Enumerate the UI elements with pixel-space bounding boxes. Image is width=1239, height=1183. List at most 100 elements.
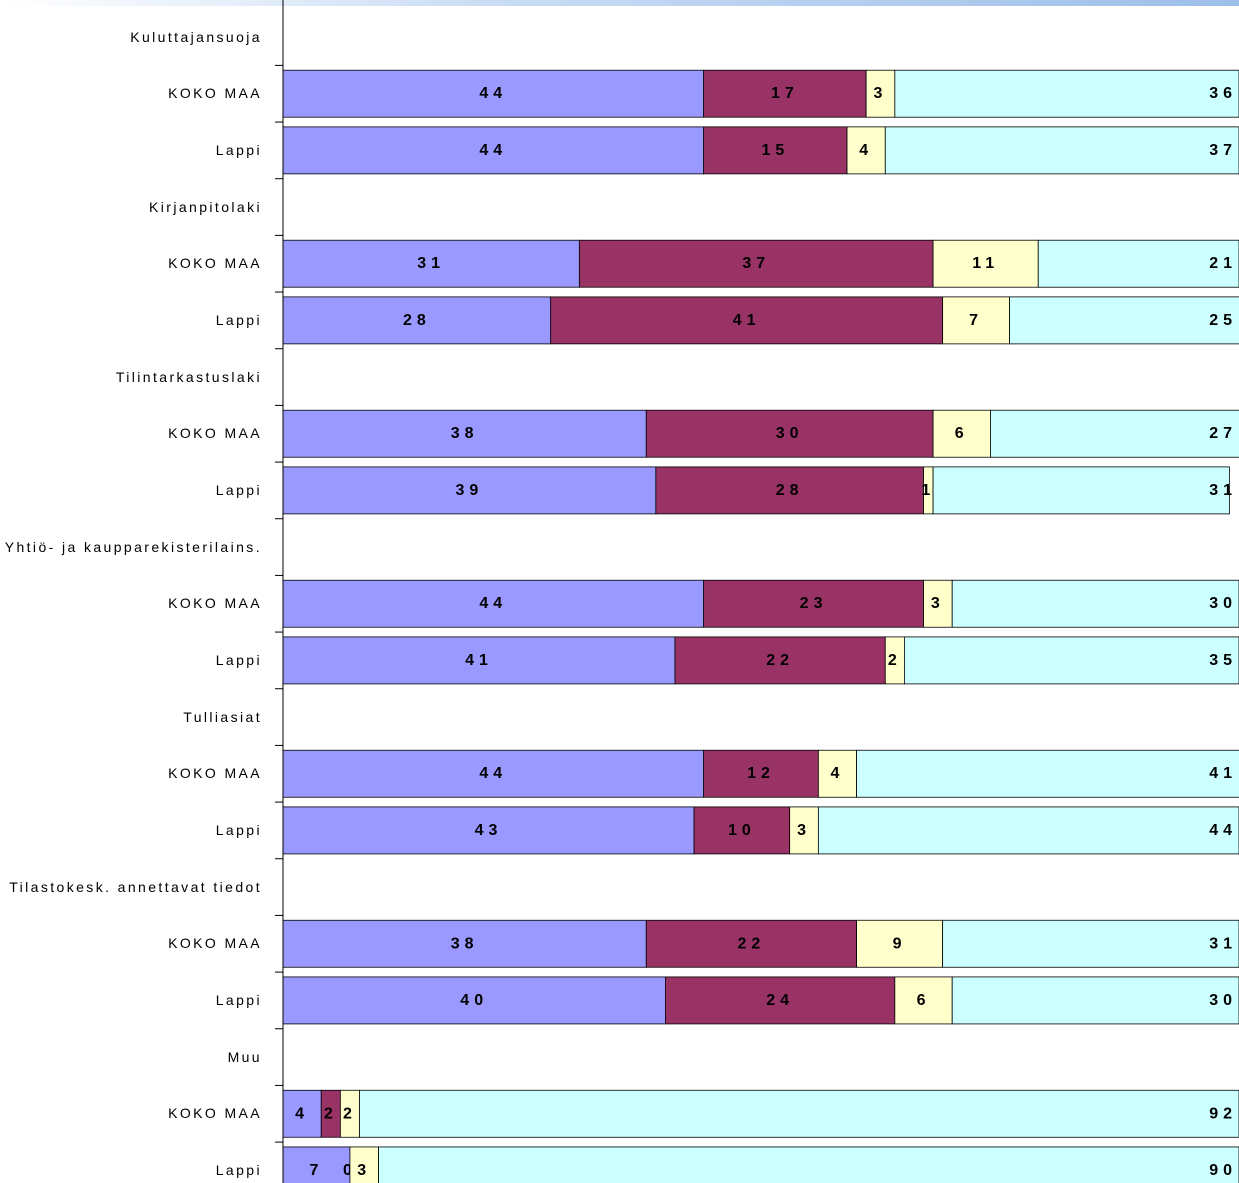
- data-label: 2: [343, 1105, 357, 1122]
- bar-segment: [282, 976, 666, 1025]
- data-label: 2: [324, 1105, 338, 1122]
- category-label: Lappi: [215, 482, 262, 499]
- data-label: 31: [1209, 935, 1237, 952]
- bar-segment: [282, 466, 657, 515]
- bar-segment: [865, 69, 896, 118]
- bar-segment: [1009, 296, 1239, 345]
- data-label: 25: [1209, 312, 1237, 329]
- data-label: 28: [776, 482, 804, 499]
- data-label: 35: [1209, 652, 1237, 669]
- data-label: 22: [738, 935, 766, 952]
- data-label: 21: [1209, 255, 1237, 272]
- category-label: KOKO MAA: [168, 85, 262, 102]
- data-label: 39: [456, 482, 484, 499]
- category-label-box: KOKO MAA: [0, 915, 262, 971]
- category-label: Tilintarkastuslaki: [115, 368, 262, 385]
- bar-segment: [856, 919, 944, 968]
- data-label: 44: [1209, 822, 1237, 839]
- bar-segment: [703, 126, 848, 175]
- bar-segment: [923, 579, 953, 628]
- data-label: 17: [771, 85, 799, 102]
- bar-segment: [789, 806, 819, 855]
- bar-segment: [578, 239, 934, 288]
- category-label: Lappi: [215, 992, 262, 1009]
- category-label: KOKO MAA: [168, 935, 262, 952]
- category-label: KOKO MAA: [168, 595, 262, 612]
- category-label-box: Kuluttajansuoja: [0, 9, 262, 65]
- data-label: 3: [931, 595, 945, 612]
- data-label: 36: [1209, 85, 1237, 102]
- category-label-box: KOKO MAA: [0, 235, 262, 291]
- category-label: KOKO MAA: [168, 765, 262, 782]
- data-label: 28: [403, 312, 431, 329]
- category-label: Lappi: [215, 652, 262, 669]
- data-label: 44: [479, 142, 507, 159]
- data-label: 40: [460, 992, 488, 1009]
- data-label: 9: [893, 935, 907, 952]
- bar-segment: [951, 976, 1239, 1025]
- category-label-box: Lappi: [0, 632, 262, 688]
- bar-segment: [359, 1089, 1239, 1138]
- category-label: Lappi: [215, 142, 262, 159]
- bar-segment: [932, 409, 991, 458]
- category-label: Lappi: [215, 1162, 262, 1179]
- category-label-box: Muu: [0, 1029, 262, 1085]
- category-label: Tulliasiat: [183, 708, 262, 725]
- category-label-box: Lappi: [0, 462, 262, 518]
- data-label: 44: [479, 595, 507, 612]
- data-label: 41: [1209, 765, 1237, 782]
- data-label: 15: [761, 142, 789, 159]
- data-label: 0: [343, 1162, 357, 1179]
- category-label: Yhtiö- ja kaupparekisterilains.: [4, 538, 262, 555]
- data-label: 30: [1209, 992, 1237, 1009]
- bar-segment: [665, 976, 896, 1025]
- bar-segment: [932, 466, 1230, 515]
- data-label: 4: [831, 765, 845, 782]
- data-label: 12: [747, 765, 775, 782]
- category-label-box: KOKO MAA: [0, 405, 262, 461]
- data-label: 3: [797, 822, 811, 839]
- category-label-box: KOKO MAA: [0, 745, 262, 801]
- bar-segment: [951, 579, 1239, 628]
- category-label-box: KOKO MAA: [0, 575, 262, 631]
- category-label-box: Yhtiö- ja kaupparekisterilains.: [0, 519, 262, 575]
- category-label-box: Lappi: [0, 972, 262, 1028]
- bar-segment: [550, 296, 944, 345]
- data-label: 31: [1209, 482, 1237, 499]
- bar-segment: [1037, 239, 1239, 288]
- bar-segment: [942, 296, 1010, 345]
- category-label-box: Kirjanpitolaki: [0, 179, 262, 235]
- category-label-box: KOKO MAA: [0, 65, 262, 121]
- data-label: 2: [888, 652, 902, 669]
- data-label: 43: [475, 822, 503, 839]
- category-label: KOKO MAA: [168, 1105, 262, 1122]
- data-label: 7: [969, 312, 983, 329]
- category-label-box: Lappi: [0, 122, 262, 178]
- bar-segment: [282, 749, 705, 798]
- bar-segment: [846, 126, 886, 175]
- category-label-box: Lappi: [0, 292, 262, 348]
- bar-segment: [282, 636, 676, 685]
- data-label: 24: [766, 992, 794, 1009]
- bar-segment: [282, 806, 695, 855]
- data-label: 37: [1209, 142, 1237, 159]
- bar-segment: [378, 1146, 1239, 1183]
- category-label: Muu: [227, 1048, 262, 1065]
- data-label: 27: [1209, 425, 1237, 442]
- data-label: 30: [776, 425, 804, 442]
- data-label: 22: [766, 652, 794, 669]
- category-label-box: Lappi: [0, 1142, 262, 1183]
- bar-segment: [282, 239, 580, 288]
- category-label-box: Tilintarkastuslaki: [0, 349, 262, 405]
- category-label-box: Tulliasiat: [0, 689, 262, 745]
- data-label: 7: [310, 1162, 324, 1179]
- data-label: 41: [465, 652, 493, 669]
- data-label: 37: [742, 255, 770, 272]
- data-label: 92: [1209, 1105, 1237, 1122]
- data-label: 4: [295, 1105, 309, 1122]
- bar-segment: [703, 749, 819, 798]
- data-label: 41: [733, 312, 761, 329]
- data-label: 6: [917, 992, 931, 1009]
- data-label: 23: [800, 595, 828, 612]
